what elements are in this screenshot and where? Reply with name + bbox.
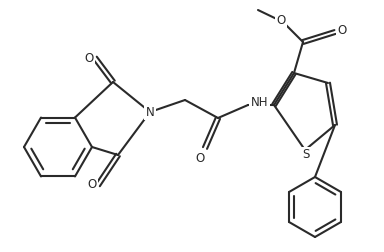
Text: O: O [338,23,347,37]
Text: S: S [302,148,310,162]
Text: O: O [88,178,97,192]
Text: O: O [84,51,94,65]
Text: N: N [146,106,154,118]
Text: NH: NH [251,96,268,109]
Text: O: O [195,151,205,165]
Text: O: O [276,14,286,26]
